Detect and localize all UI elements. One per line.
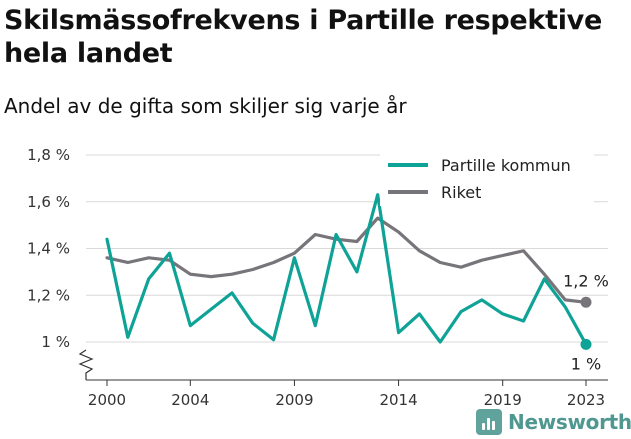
brand-name: Newsworthy	[508, 410, 631, 434]
x-axis: 2000 2004 2009 2014 2019 2023	[86, 379, 608, 409]
axis-break-icon	[78, 349, 94, 380]
series-line-partille	[105, 193, 588, 346]
newsworthy-logo-icon	[476, 409, 502, 435]
y-tick-label: 1 %	[41, 333, 70, 351]
newsworthy-brand: Newsworthy	[476, 407, 631, 437]
end-labels: 1,2 % 1 %	[563, 271, 609, 373]
y-tick-label: 1,2 %	[27, 286, 70, 304]
legend-label: Riket	[441, 183, 481, 202]
y-tick-label: 1,6 %	[27, 193, 70, 211]
x-tick-label: 2009	[275, 391, 313, 409]
end-point-riket	[580, 296, 592, 308]
x-tick-label: 2004	[171, 391, 209, 409]
x-tick-label: 2019	[484, 391, 522, 409]
end-label-partille: 1 %	[571, 354, 601, 373]
legend-label: Partille kommun	[441, 156, 571, 175]
x-tick-label: 2000	[88, 391, 126, 409]
y-axis: 1 % 1,2 % 1,4 % 1,6 % 1,8 %	[27, 146, 94, 380]
end-point-partille	[580, 338, 592, 350]
page-subtitle: Andel av de gifta som skiljer sig varje …	[4, 94, 407, 118]
x-tick-label: 2023	[567, 391, 605, 409]
legend-background	[380, 150, 594, 206]
end-label-riket: 1,2 %	[563, 271, 609, 290]
series-line-riket	[105, 216, 588, 304]
chart-series	[105, 193, 592, 350]
y-tick-label: 1,4 %	[27, 240, 70, 258]
chart-legend: Partille kommun Riket	[380, 150, 594, 206]
page-title: Skilsmässofrekvens i Partille respektive…	[4, 5, 602, 69]
y-tick-label: 1,8 %	[27, 146, 70, 164]
x-tick-label: 2014	[379, 391, 417, 409]
